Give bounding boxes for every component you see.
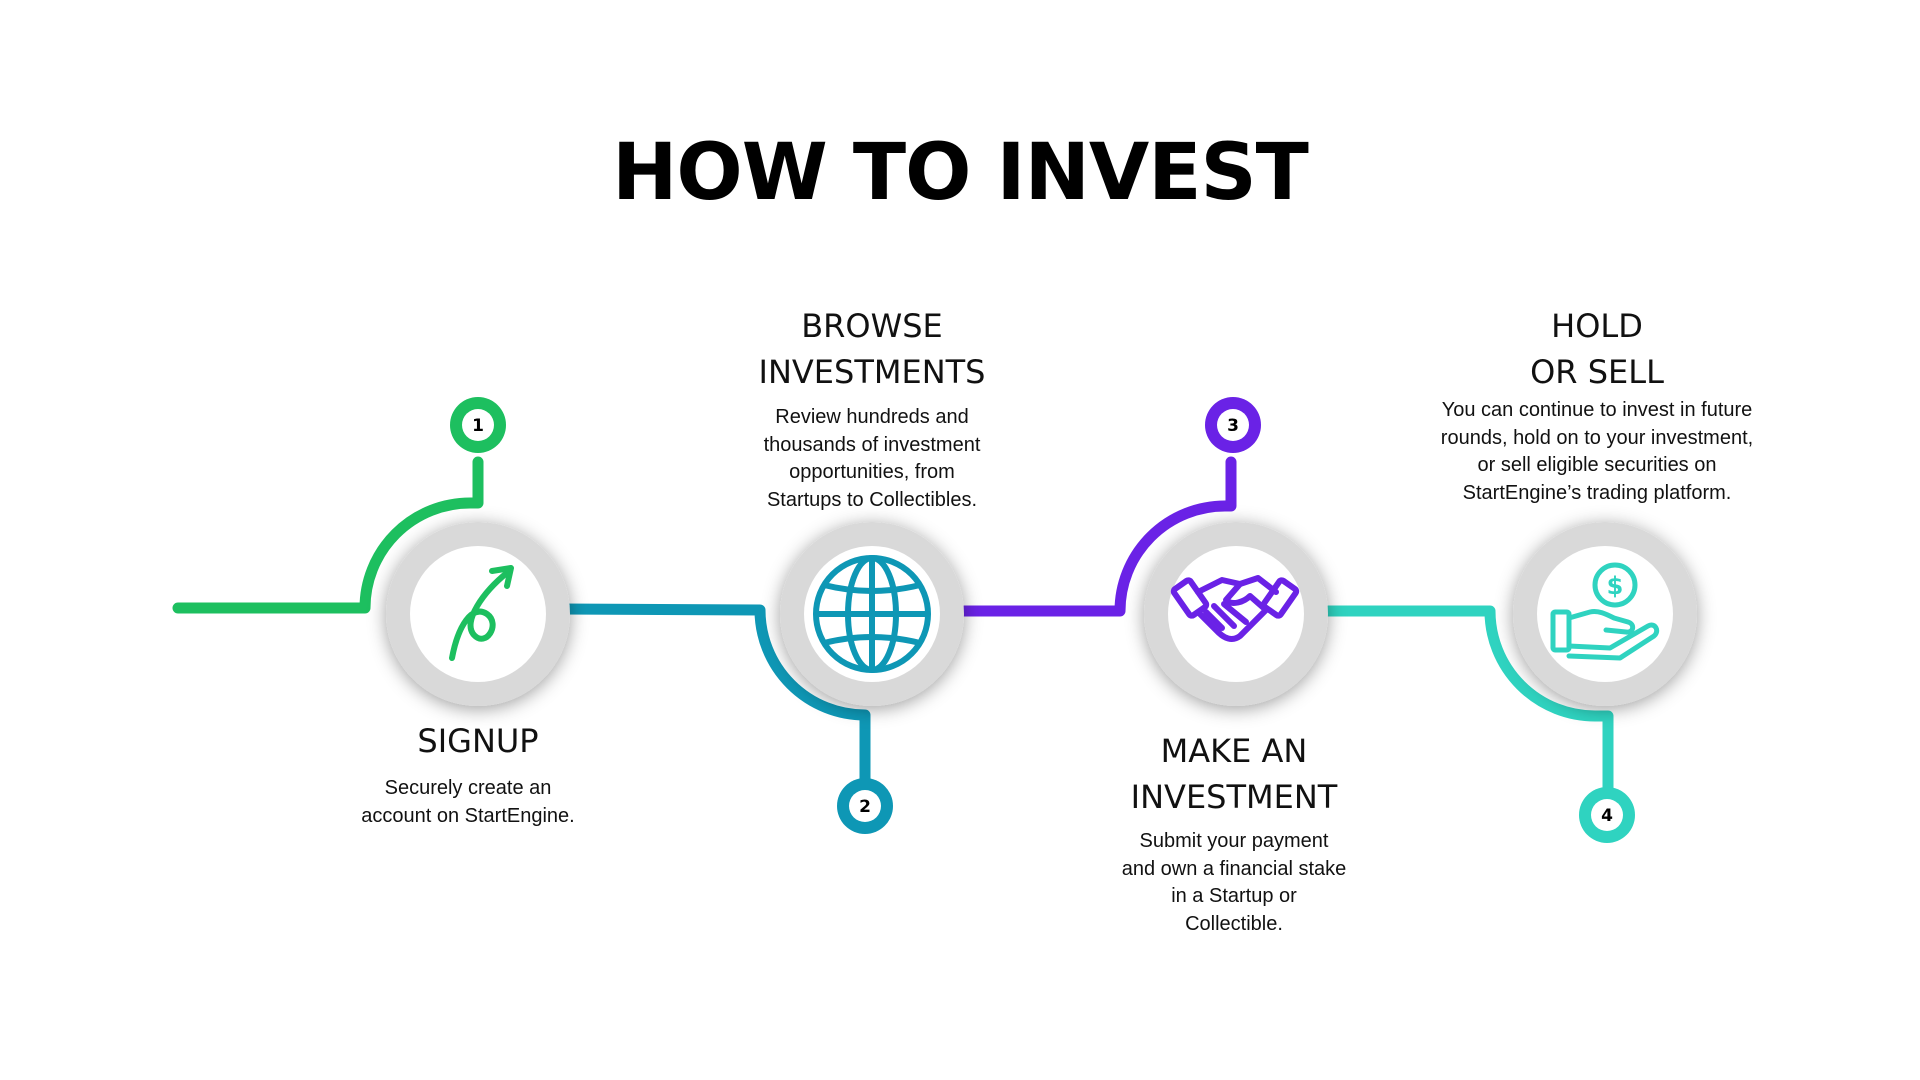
step-4-title-line: HOLD: [1551, 307, 1643, 345]
svg-text:$: $: [1607, 572, 1624, 600]
step-2-desc-line: Review hundreds and: [775, 406, 969, 428]
step-3-number: 3: [1227, 416, 1239, 436]
step-3-description: Submit your payment and own a financial …: [1034, 828, 1434, 938]
step-2-title: BROWSE INVESTMENTS: [662, 303, 1082, 395]
step-2-desc-line: Startups to Collectibles.: [766, 488, 978, 511]
step-3-badge: 3: [1205, 397, 1261, 453]
step-3-title-line: MAKE AN: [1160, 732, 1308, 770]
page-title: HOW TO INVEST: [612, 128, 1309, 218]
step-2-desc-line: opportunities, from: [789, 461, 955, 483]
step-4-title: HOLD OR SELL: [1387, 303, 1807, 395]
step-2-title-line: INVESTMENTS: [758, 353, 986, 391]
step-3-circle: [1144, 522, 1328, 706]
step-1-title: SIGNUP: [268, 718, 688, 764]
step-3-desc-line: and own a financial stake: [1121, 857, 1347, 880]
step-2-number: 2: [859, 797, 871, 817]
hand-coin-icon: $: [1550, 562, 1660, 661]
step-1-desc-line: account on StartEngine.: [361, 804, 575, 827]
connector-line-step-3: [934, 456, 1237, 617]
step-3-title-line: INVESTMENT: [1130, 778, 1338, 816]
step-3-title: MAKE AN INVESTMENT: [1024, 728, 1444, 820]
step-4-description: You can continue to invest in future rou…: [1377, 397, 1817, 507]
globe-icon: [813, 555, 931, 673]
step-3-desc-line: Collectible.: [1185, 912, 1283, 935]
step-2-description: Review hundreds and thousands of investm…: [672, 404, 1072, 514]
step-1-description: Securely create an account on StartEngin…: [268, 775, 668, 830]
growth-arrow-icon: [449, 565, 514, 661]
step-4-desc-line: You can continue to invest in future: [1441, 399, 1753, 421]
step-4-number: 4: [1601, 806, 1613, 826]
step-2-desc-line: thousands of investment: [763, 433, 981, 456]
step-4-desc-line: or sell eligible securities on: [1477, 454, 1717, 476]
step-1-title-line: SIGNUP: [417, 722, 539, 760]
step-1-badge: 1: [450, 397, 506, 453]
step-3-desc-line: Submit your payment: [1139, 830, 1329, 852]
step-2-circle: [780, 522, 964, 706]
step-4-title-line: OR SELL: [1530, 353, 1664, 391]
connector-line-step-2: [554, 603, 871, 793]
connector-line-step-1: [172, 456, 484, 614]
handshake-icon: [1170, 575, 1300, 642]
step-4-badge: 4: [1579, 787, 1635, 843]
step-4-desc-line: rounds, hold on to your investment,: [1440, 426, 1754, 449]
step-2-badge: 2: [837, 778, 893, 834]
step-1-circle: [386, 522, 570, 706]
connector-line-step-4: [1312, 605, 1614, 801]
step-1-number: 1: [472, 416, 484, 436]
step-2-title-line: BROWSE: [801, 307, 943, 345]
step-4-desc-line: StartEngine’s trading platform.: [1462, 481, 1732, 504]
step-4-circle: $: [1513, 522, 1697, 706]
step-1-desc-line: Securely create an: [384, 777, 552, 799]
step-3-desc-line: in a Startup or: [1171, 885, 1297, 907]
